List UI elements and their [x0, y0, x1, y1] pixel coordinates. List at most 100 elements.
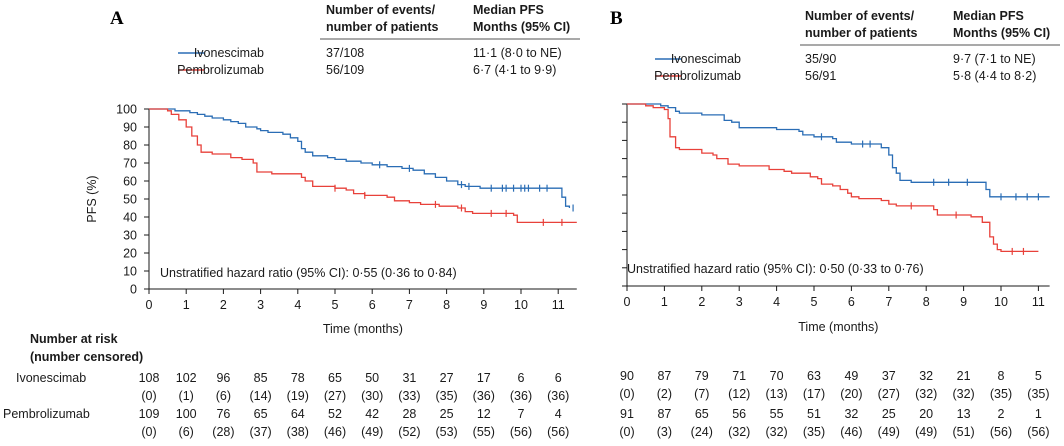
- panel-b-risk-count-ivonescimab: 5: [1035, 369, 1042, 383]
- panel-b-legend-median-ivonescimab: 9·7 (7·1 to NE): [953, 52, 1036, 66]
- panel-a-y-tick-label: 60: [123, 175, 137, 189]
- panel-a-risk-censored-pembrolizumab: (28): [212, 425, 234, 439]
- panel-a-risk-censored-ivonescimab: (6): [216, 389, 231, 403]
- panel-a-risk-censored-pembrolizumab: (0): [141, 425, 156, 439]
- panel-a-legend-events-ivonescimab: 37/108: [326, 46, 364, 60]
- risk-table-title: Number at risk: [30, 332, 118, 346]
- panel-b-x-tick-label: 3: [736, 295, 743, 309]
- panel-b-legend-label-pembrolizumab: Pembrolizumab: [654, 69, 741, 83]
- panel-b-x-tick-label: 8: [923, 295, 930, 309]
- panel-a-x-tick-label: 11: [552, 298, 565, 312]
- panel-b-risk-censored-ivonescimab: (7): [694, 387, 709, 401]
- panel-a-y-axis-label: PFS (%): [85, 175, 99, 222]
- panel-b-x-tick-label: 1: [661, 295, 668, 309]
- panel-b-risk-count-pembrolizumab: 25: [882, 407, 896, 421]
- panel-b-header-events-line1: Number of events/: [805, 9, 915, 23]
- panel-a-risk-count-ivonescimab: 85: [254, 371, 268, 385]
- panel-b-risk-censored-pembrolizumab: (46): [840, 425, 862, 439]
- panel-b-curve-ivonescimab: [627, 103, 1050, 198]
- panel-b-risk-censored-ivonescimab: (20): [840, 387, 862, 401]
- panel-b-risk-count-pembrolizumab: 13: [957, 407, 971, 421]
- panel-b-risk-censored-pembrolizumab: (51): [952, 425, 974, 439]
- panel-a-header-median-line1: Median PFS: [473, 3, 544, 17]
- panel-b-risk-count-ivonescimab: 8: [998, 369, 1005, 383]
- panel-a-risk-censored-pembrolizumab: (49): [361, 425, 383, 439]
- panel-b-risk-count-pembrolizumab: 32: [844, 407, 858, 421]
- panel-b-x-tick-label: 0: [624, 295, 631, 309]
- panel-a-x-tick-label: 4: [294, 298, 301, 312]
- panel-b-risk-censored-ivonescimab: (12): [728, 387, 750, 401]
- panel-a-header-median-line2: Months (95% CI): [473, 20, 570, 34]
- panel-a-risk-censored-pembrolizumab: (6): [179, 425, 194, 439]
- panel-a-header-events-line1: Number of events/: [326, 3, 436, 17]
- panel-b-risk-count-ivonescimab: 32: [919, 369, 933, 383]
- panel-a-legend-label-ivonescimab: Ivonescimab: [194, 46, 264, 60]
- panel-a-y-tick-label: 30: [123, 229, 137, 243]
- panel-b-risk-count-ivonescimab: 21: [957, 369, 971, 383]
- panel-a-x-tick-label: 6: [369, 298, 376, 312]
- panel-a-curve-pembrolizumab: [149, 108, 577, 224]
- panel-b-legend-events-pembrolizumab: 56/91: [805, 69, 836, 83]
- panel-b-risk-count-ivonescimab: 90: [620, 369, 634, 383]
- panel-b-risk-count-ivonescimab: 70: [770, 369, 784, 383]
- panel-a-x-tick-label: 9: [480, 298, 487, 312]
- panel-b-letter: B: [610, 8, 623, 29]
- panel-a-risk-censored-pembrolizumab: (46): [324, 425, 346, 439]
- panel-a-risk-count-ivonescimab: 108: [139, 371, 160, 385]
- panel-b-risk-censored-ivonescimab: (35): [1027, 387, 1049, 401]
- panel-b-risk-censored-pembrolizumab: (3): [657, 425, 672, 439]
- panel-a-legend-label-pembrolizumab: Pembrolizumab: [177, 63, 264, 77]
- panel-a-risk-count-pembrolizumab: 42: [365, 407, 379, 421]
- panel-a-risk-censored-pembrolizumab: (56): [510, 425, 532, 439]
- panel-b-risk-censored-pembrolizumab: (0): [619, 425, 634, 439]
- panel-b-risk-count-pembrolizumab: 55: [770, 407, 784, 421]
- panel-b-risk-censored-pembrolizumab: (56): [990, 425, 1012, 439]
- panel-b-risk-count-pembrolizumab: 65: [695, 407, 709, 421]
- panel-b-risk-count-ivonescimab: 49: [844, 369, 858, 383]
- panel-b-legend-median-pembrolizumab: 5·8 (4·4 to 8·2): [953, 69, 1036, 83]
- panel-b-risk-censored-ivonescimab: (0): [619, 387, 634, 401]
- panel-b-header-events-line2: number of patients: [805, 26, 918, 40]
- panel-a-letter: A: [110, 8, 124, 29]
- panel-a-risk-count-pembrolizumab: 28: [402, 407, 416, 421]
- panel-a-risk-censored-ivonescimab: (36): [510, 389, 532, 403]
- panel-a-y-tick-label: 90: [123, 121, 137, 135]
- panel-b-risk-count-ivonescimab: 71: [732, 369, 746, 383]
- panel-a-risk-count-pembrolizumab: 65: [254, 407, 268, 421]
- panel-a-risk-censored-ivonescimab: (14): [249, 389, 271, 403]
- panel-a-risk-count-ivonescimab: 102: [176, 371, 197, 385]
- panel-a-y-tick-label: 50: [123, 193, 137, 207]
- panel-a-risk-censored-pembrolizumab: (38): [287, 425, 309, 439]
- panel-a-risk-censored-ivonescimab: (36): [473, 389, 495, 403]
- panel-b-legend-events-ivonescimab: 35/90: [805, 52, 836, 66]
- panel-a-x-tick-label: 7: [406, 298, 413, 312]
- panel-b-header-median-line2: Months (95% CI): [953, 26, 1050, 40]
- panel-a-x-tick-label: 0: [146, 298, 153, 312]
- panel-a-risk-censored-pembrolizumab: (55): [473, 425, 495, 439]
- panel-a-x-tick-label: 8: [443, 298, 450, 312]
- panel-b-risk-count-pembrolizumab: 91: [620, 407, 634, 421]
- panel-a-risk-count-pembrolizumab: 12: [477, 407, 491, 421]
- panel-a-y-tick-label: 20: [123, 247, 137, 261]
- panel-b-risk-count-pembrolizumab: 20: [919, 407, 933, 421]
- risk-row-label-pembrolizumab: Pembrolizumab: [3, 407, 90, 421]
- panel-a-risk-censored-ivonescimab: (0): [141, 389, 156, 403]
- panel-a-legend-median-ivonescimab: 11·1 (8·0 to NE): [473, 46, 562, 60]
- panel-b-risk-count-pembrolizumab: 87: [657, 407, 671, 421]
- panel-a-risk-censored-ivonescimab: (30): [361, 389, 383, 403]
- panel-a-x-axis-label: Time (months): [323, 322, 403, 336]
- panel-b-risk-count-pembrolizumab: 56: [732, 407, 746, 421]
- panel-a-y-tick-label: 10: [123, 265, 137, 279]
- panel-a-legend-events-pembrolizumab: 56/109: [326, 63, 364, 77]
- panel-b-risk-censored-ivonescimab: (27): [878, 387, 900, 401]
- panel-a-risk-censored-pembrolizumab: (53): [435, 425, 457, 439]
- panel-b-x-tick-label: 7: [885, 295, 892, 309]
- panel-a-risk-count-ivonescimab: 31: [402, 371, 416, 385]
- panel-b-risk-censored-ivonescimab: (32): [952, 387, 974, 401]
- panel-b-risk-count-ivonescimab: 87: [657, 369, 671, 383]
- panel-a-risk-count-pembrolizumab: 64: [291, 407, 305, 421]
- panel-b-risk-censored-pembrolizumab: (49): [915, 425, 937, 439]
- panel-b-risk-censored-ivonescimab: (13): [765, 387, 787, 401]
- risk-row-label-ivonescimab: Ivonescimab: [16, 371, 86, 385]
